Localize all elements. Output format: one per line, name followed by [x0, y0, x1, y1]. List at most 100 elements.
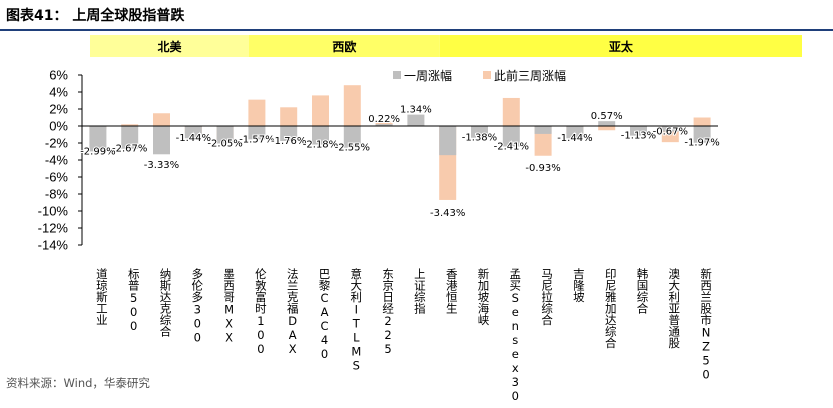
category-label: 孟买Sensex30: [508, 268, 522, 403]
category-label: 多伦多300: [190, 267, 204, 344]
data-label: 0.57%: [591, 111, 623, 122]
legend-label: 此前三周涨幅: [494, 68, 566, 83]
bar-one-week: [566, 126, 584, 139]
bar-prior-three-weeks: [693, 117, 711, 126]
y-tick-label: -4%: [45, 153, 69, 168]
bar-one-week: [407, 114, 425, 126]
bar-one-week: [343, 126, 361, 148]
data-label: -2.18%: [303, 140, 338, 151]
y-tick-label: -8%: [45, 187, 69, 202]
bar-one-week: [502, 126, 520, 147]
region-band: [249, 35, 440, 57]
y-tick-label: -14%: [38, 238, 69, 253]
bar-one-week: [248, 126, 266, 140]
y-tick-label: 4%: [49, 85, 68, 100]
bar-one-week: [630, 126, 647, 136]
bar-one-week: [312, 126, 329, 145]
y-tick-label: 2%: [49, 102, 68, 117]
bar-one-week: [280, 126, 298, 141]
region-label: 西欧: [332, 39, 356, 54]
y-tick-label: 6%: [49, 68, 68, 83]
category-label: 伦敦富时100: [254, 267, 268, 356]
data-label: -2.55%: [335, 143, 370, 154]
bar-prior-three-weeks: [343, 85, 361, 126]
figure-title: 图表41： 上周全球股指普跌: [6, 7, 185, 24]
legend: 一周涨幅 此前三周涨幅: [393, 68, 566, 83]
bar-prior-three-weeks: [248, 99, 266, 126]
category-label: 墨西哥MXX: [222, 268, 236, 345]
bar-one-week: [375, 124, 393, 126]
category-label: 法兰克福DAX: [286, 267, 300, 356]
region-header: 北美 西欧 亚太: [90, 35, 802, 57]
data-label: -2.05%: [207, 138, 242, 149]
bar-one-week: [693, 126, 711, 143]
bar-one-week: [439, 126, 457, 156]
data-label: -1.76%: [271, 136, 306, 147]
legend-swatch: [393, 71, 401, 79]
bar-prior-three-weeks: [153, 113, 170, 126]
data-label: -3.43%: [430, 208, 465, 219]
data-label: -1.44%: [176, 133, 211, 144]
category-label: 巴黎CAC40: [318, 268, 332, 361]
region-label: 北美: [157, 39, 182, 54]
region-band: [90, 35, 249, 57]
data-label: -1.57%: [239, 134, 274, 145]
bar-one-week: [184, 126, 202, 139]
bar-prior-three-weeks: [375, 121, 393, 126]
category-label: 道琼斯工业: [95, 267, 109, 325]
bar-one-week: [89, 126, 107, 152]
source-note: 资料来源：Wind，华泰研究: [6, 376, 150, 390]
data-label: -1.97%: [684, 138, 719, 149]
y-tick-label: -2%: [45, 136, 69, 151]
category-label: 上证综指: [413, 268, 427, 315]
category-label: 纳斯达克综合: [159, 268, 173, 337]
y-tick-label: 0%: [49, 119, 68, 134]
category-label: 意大利ITLMS: [349, 267, 363, 372]
bar-one-week: [598, 121, 616, 126]
bar-prior-three-weeks: [312, 95, 329, 126]
category-label: 吉隆坡: [572, 268, 586, 303]
data-label: -1.13%: [621, 131, 656, 142]
region-label: 亚太: [609, 39, 634, 54]
category-label: 新西兰股市NZ50: [699, 267, 713, 381]
bar-one-week: [121, 126, 139, 149]
data-label: -3.33%: [144, 160, 179, 171]
category-label: 香港恒生: [445, 268, 459, 314]
bar-one-week: [661, 126, 679, 132]
y-tick-label: -6%: [45, 170, 69, 185]
category-label: 澳大利亚普通股: [667, 268, 681, 349]
data-label: -1.38%: [462, 133, 497, 144]
data-label: 1.34%: [400, 105, 432, 116]
plot-area: -2.99%-2.67%-3.33%-1.44%-2.05%-1.57%-1.7…: [79, 85, 721, 220]
data-label: -2.99%: [80, 146, 115, 157]
bar-one-week: [471, 126, 488, 138]
bar-one-week: [534, 126, 552, 134]
bar-one-week: [153, 126, 170, 155]
category-label: 东京日经225: [381, 268, 395, 356]
data-label: -1.44%: [557, 133, 592, 144]
bar-prior-three-weeks: [280, 107, 298, 126]
data-label: -2.67%: [112, 144, 147, 155]
category-label: 印尼雅加达综合: [604, 268, 618, 349]
bar-prior-three-weeks: [598, 126, 616, 131]
bar-one-week: [216, 126, 234, 144]
y-tick-label: -10%: [38, 204, 69, 219]
legend-swatch: [483, 71, 491, 79]
x-axis-labels: 道琼斯工业 标普500 纳斯达克综合 多伦多300 墨西哥MXX 伦敦富时100 法兰克福D…: [95, 267, 713, 403]
region-band: [439, 35, 802, 57]
data-label: -2.41%: [494, 141, 529, 152]
data-label: 0.22%: [368, 114, 400, 125]
y-tick-label: -12%: [38, 221, 69, 236]
y-axis: -14% -12% -10% -8% -6% -4% -2% 0% 2% 4% 6%: [38, 68, 83, 253]
data-label: -0.67%: [653, 127, 688, 138]
category-label: 新加坡海峡: [477, 267, 491, 325]
data-label: -0.93%: [525, 163, 560, 174]
category-label: 马尼拉综合: [540, 268, 554, 326]
bar-prior-three-weeks: [502, 97, 520, 126]
bar-prior-three-weeks: [121, 124, 139, 126]
legend-label: 一周涨幅: [404, 68, 452, 83]
category-label: 韩国综合: [636, 267, 650, 314]
category-label: 标普500: [127, 268, 141, 333]
